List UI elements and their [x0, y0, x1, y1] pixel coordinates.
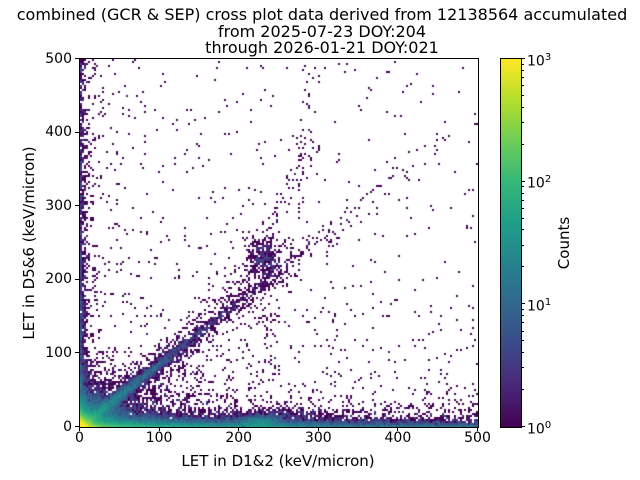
y-tick-mark [75, 131, 79, 133]
y-tick-mark [75, 426, 79, 427]
x-tick-mark [397, 427, 399, 431]
title-line-1: combined (GCR & SEP) cross plot data der… [16, 5, 628, 24]
y-tick-label: 400 [45, 124, 72, 141]
colorbar-minor-tick-mark [521, 106, 524, 108]
x-tick-label: 0 [75, 430, 84, 446]
colorbar-minor-tick-mark [521, 389, 524, 391]
colorbar-minor-tick-mark [521, 322, 524, 324]
y-tick-mark [75, 58, 79, 59]
colorbar-minor-tick-mark [521, 69, 524, 71]
title-line-2: from 2025-07-23 DOY:204 [217, 21, 426, 41]
colorbar-tick-label: 100 [527, 419, 552, 438]
colorbar-label: Counts [555, 216, 573, 270]
x-tick-label: 200 [225, 430, 253, 446]
colorbar-tick-label: 103 [527, 51, 552, 70]
colorbar-minor-tick-mark [521, 77, 524, 78]
colorbar-tick-mark [521, 303, 525, 305]
y-tick-mark [75, 205, 79, 207]
colorbar-minor-tick-mark [521, 315, 524, 317]
colorbar-minor-tick-mark [521, 330, 524, 332]
plot-area [79, 58, 479, 428]
y-tick-label: 0 [63, 418, 72, 435]
x-axis-label: LET in D1&2 (keV/micron) [181, 452, 375, 470]
y-tick-mark [75, 352, 79, 354]
y-tick-mark [75, 278, 79, 280]
colorbar-minor-tick-mark [521, 352, 524, 354]
colorbar-tick-label: 102 [527, 174, 552, 192]
y-axis-label: LET in D5&6 (keV/micron) [20, 146, 38, 340]
x-tick-mark [238, 427, 240, 431]
colorbar-minor-tick-mark [521, 217, 524, 219]
x-tick-label: 100 [145, 430, 173, 446]
x-tick-mark [158, 427, 160, 431]
colorbar-tick-label: 101 [527, 296, 552, 315]
colorbar-tick-mark [521, 180, 525, 182]
y-tick-label: 100 [45, 344, 72, 361]
colorbar-minor-tick-mark [521, 143, 524, 145]
colorbar-gradient-canvas [501, 59, 521, 427]
colorbar-tick-mark [521, 426, 525, 427]
colorbar-minor-tick-mark [521, 340, 524, 342]
colorbar-minor-tick-mark [521, 63, 524, 65]
x-tick-label: 500 [464, 430, 491, 446]
colorbar-minor-tick-mark [521, 308, 524, 310]
x-tick-label: 300 [304, 430, 332, 446]
x-tick-mark [477, 427, 478, 431]
colorbar-minor-tick-mark [521, 229, 524, 231]
colorbar-minor-tick-mark [521, 244, 524, 246]
colorbar-minor-tick-mark [521, 367, 524, 369]
colorbar-minor-tick-mark [521, 94, 524, 96]
y-tick-label: 300 [45, 197, 72, 214]
colorbar [500, 58, 522, 428]
colorbar-minor-tick-mark [521, 122, 524, 124]
y-tick-label: 200 [45, 271, 72, 288]
colorbar-minor-tick-mark [521, 192, 524, 194]
colorbar-minor-tick-mark [521, 266, 524, 268]
x-tick-mark [317, 427, 319, 431]
x-tick-label: 400 [384, 430, 412, 446]
colorbar-minor-tick-mark [521, 186, 524, 188]
colorbar-minor-tick-mark [521, 85, 524, 87]
x-tick-mark [79, 427, 80, 431]
y-tick-label: 500 [45, 50, 72, 67]
colorbar-minor-tick-mark [521, 207, 524, 209]
chart-title: combined (GCR & SEP) cross plot data der… [0, 5, 640, 57]
title-line-3: through 2026-01-21 DOY:021 [205, 38, 439, 57]
colorbar-tick-mark [521, 58, 525, 59]
histogram-canvas [80, 59, 478, 427]
colorbar-minor-tick-mark [521, 199, 524, 201]
